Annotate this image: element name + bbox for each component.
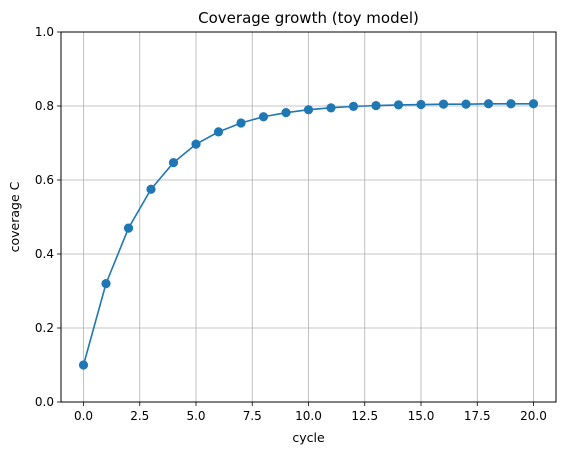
y-tick-label: 0.6: [35, 173, 54, 187]
y-tick-label: 0.2: [35, 321, 54, 335]
y-axis-label: coverage C: [7, 181, 22, 252]
data-point: [78, 360, 89, 370]
data-point: [213, 127, 224, 137]
data-point: [236, 118, 246, 128]
x-tick-label: 7.5: [243, 409, 262, 423]
x-axis-label: cycle: [292, 430, 325, 445]
data-point: [438, 99, 449, 109]
data-point: [191, 139, 201, 149]
x-tick-label: 17.5: [464, 409, 491, 423]
data-point: [528, 99, 539, 109]
x-tick-label: 5.0: [186, 409, 205, 423]
y-tick-label: 0.4: [35, 247, 54, 261]
y-axis-ticks: 0.0 0.2 0.4 0.6 0.8 1.0: [35, 25, 61, 409]
data-point: [258, 112, 269, 122]
data-point: [371, 101, 381, 111]
x-tick-label: 2.5: [130, 409, 149, 423]
data-point: [461, 99, 471, 109]
data-point: [416, 99, 426, 110]
x-tick-label: 15.0: [408, 409, 435, 423]
data-point: [348, 101, 359, 111]
data-point: [281, 108, 291, 118]
data-point: [483, 99, 494, 109]
data-point: [506, 99, 516, 109]
data-point: [123, 223, 134, 233]
data-point: [303, 105, 314, 115]
data-point: [393, 100, 404, 110]
y-tick-label: 1.0: [35, 25, 54, 39]
data-point: [168, 158, 179, 168]
chart-title: Coverage growth (toy model): [198, 9, 419, 27]
series-layer: [78, 99, 539, 370]
x-tick-label: 12.5: [351, 409, 378, 423]
x-axis-ticks: 0.0 2.5 5.0 7.5 10.0 12.5 15.0 17.5 20.0: [74, 402, 547, 423]
x-tick-label: 10.0: [295, 409, 322, 423]
x-tick-label: 20.0: [520, 409, 547, 423]
y-tick-label: 0.8: [35, 99, 54, 113]
x-tick-label: 0.0: [74, 409, 93, 423]
data-point: [146, 184, 156, 194]
data-point: [326, 103, 336, 113]
data-point: [101, 279, 111, 289]
y-tick-label: 0.0: [35, 395, 54, 409]
